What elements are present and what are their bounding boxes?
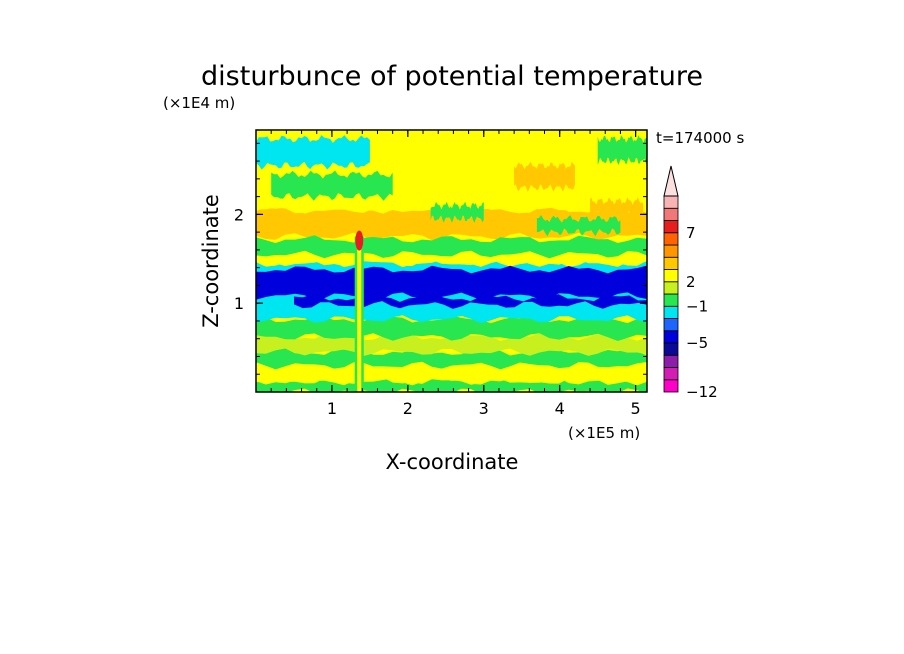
colorbar-band <box>663 330 679 344</box>
contour-feature <box>430 201 484 223</box>
contour-field <box>256 130 647 392</box>
time-label: t=174000 s <box>656 129 744 147</box>
contour-feature <box>294 293 647 309</box>
colorbar-label: −12 <box>686 383 718 401</box>
colorbar-band <box>663 367 679 381</box>
colorbar-band <box>663 232 679 246</box>
colorbar-overflow-arrow <box>663 165 679 197</box>
y-tick-label: 2 <box>234 205 244 224</box>
colorbar-band <box>663 354 679 368</box>
contour-layer <box>256 315 647 341</box>
colorbar-label: 7 <box>686 224 696 242</box>
x-tick-label: 3 <box>479 399 489 418</box>
contour-feature <box>256 135 370 170</box>
contour-feature <box>514 161 575 192</box>
contour-layer <box>256 333 647 356</box>
contour-feature <box>590 197 644 219</box>
colorbar-band <box>663 293 679 307</box>
colorbar-band <box>663 220 679 234</box>
contour-feature <box>256 265 647 300</box>
x-tick-label: 2 <box>403 399 413 418</box>
colorbar-band <box>663 318 679 332</box>
y-axis-label: Z-coordinate <box>199 194 223 328</box>
chart-title: disturbunce of potential temperature <box>201 61 703 92</box>
y-unit-label: (×1E4 m) <box>163 94 235 112</box>
y-tick-label: 1 <box>234 294 244 313</box>
colorbar-label: −1 <box>686 297 708 315</box>
x-tick-label: 1 <box>327 399 337 418</box>
colorbar-band <box>663 305 679 319</box>
x-unit-label: (×1E5 m) <box>568 424 640 442</box>
colorbar-band <box>663 379 679 393</box>
colorbar-band <box>663 244 679 258</box>
x-tick-label: 4 <box>555 399 565 418</box>
contour-layer <box>256 361 647 386</box>
plume-tip <box>355 230 364 251</box>
contour-feature <box>271 170 393 201</box>
colorbar-band <box>663 195 679 209</box>
plot-frame <box>255 129 648 393</box>
colorbar-label: −5 <box>686 334 708 352</box>
contour-feature <box>256 235 647 259</box>
colorbar: 7 2 −1 −5 −12 <box>663 165 718 401</box>
colorbar-label: 2 <box>686 273 696 291</box>
x-tick-label: 5 <box>631 399 641 418</box>
x-axis-label: X-coordinate <box>386 450 519 474</box>
y-axis: 12 <box>234 142 647 375</box>
contour-feature <box>597 135 647 165</box>
contour-layer <box>256 348 647 370</box>
colorbar-band <box>663 269 679 283</box>
plume-core <box>357 236 362 392</box>
colorbar-band <box>663 207 679 221</box>
colorbar-band <box>663 256 679 270</box>
x-axis: 1 2 3 4 5 <box>270 130 641 418</box>
contour-feature <box>536 214 621 237</box>
colorbar-band <box>663 342 679 356</box>
colorbar-band <box>663 281 679 295</box>
